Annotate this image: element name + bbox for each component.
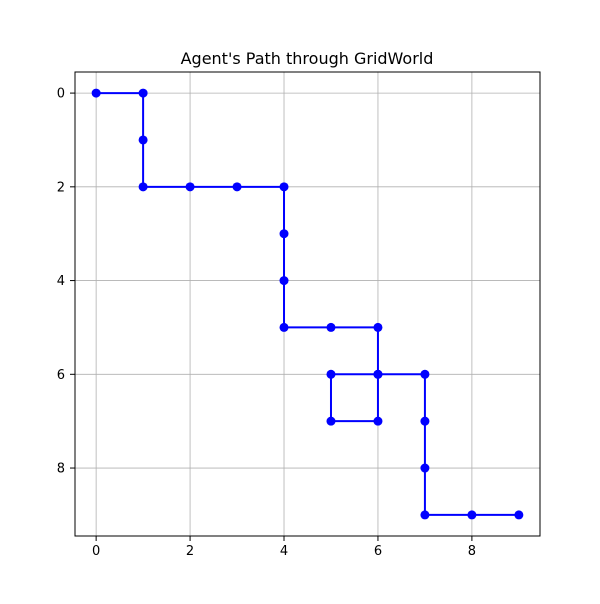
path-point	[279, 229, 289, 239]
y-tick-label: 4	[57, 274, 65, 289]
x-tick-label: 6	[374, 544, 382, 559]
path-point	[326, 369, 336, 379]
plot-frame	[74, 71, 541, 537]
x-tick-label: 0	[92, 544, 100, 559]
path-point	[279, 276, 289, 286]
path-point	[373, 322, 383, 332]
path-point	[185, 182, 195, 192]
path-point	[514, 510, 524, 520]
path-point	[467, 510, 477, 520]
x-tick-label: 2	[186, 544, 194, 559]
path-point	[91, 88, 101, 98]
y-tick-label: 6	[57, 368, 65, 383]
path-point	[420, 369, 430, 379]
path-point	[373, 369, 383, 379]
path-point	[420, 510, 430, 520]
x-tick-label: 4	[280, 544, 288, 559]
y-tick-label: 8	[57, 462, 65, 477]
path-point	[232, 182, 242, 192]
path-point	[373, 416, 383, 426]
chart-title: Agent's Path through GridWorld	[181, 49, 434, 68]
x-tick-label: 8	[468, 544, 476, 559]
y-tick-label: 2	[57, 180, 65, 195]
path-point	[326, 416, 336, 426]
y-tick-label: 0	[57, 87, 65, 102]
path-point	[326, 322, 336, 332]
path-point	[279, 322, 289, 332]
path-series	[91, 88, 524, 520]
path-point	[138, 88, 148, 98]
path-point	[279, 182, 289, 192]
path-point	[138, 135, 148, 145]
path-point	[138, 182, 148, 192]
axis-ticks: 0 2 4 6 8 0 2 4 6 8	[57, 87, 476, 559]
path-point	[420, 416, 430, 426]
path-point	[420, 463, 430, 473]
